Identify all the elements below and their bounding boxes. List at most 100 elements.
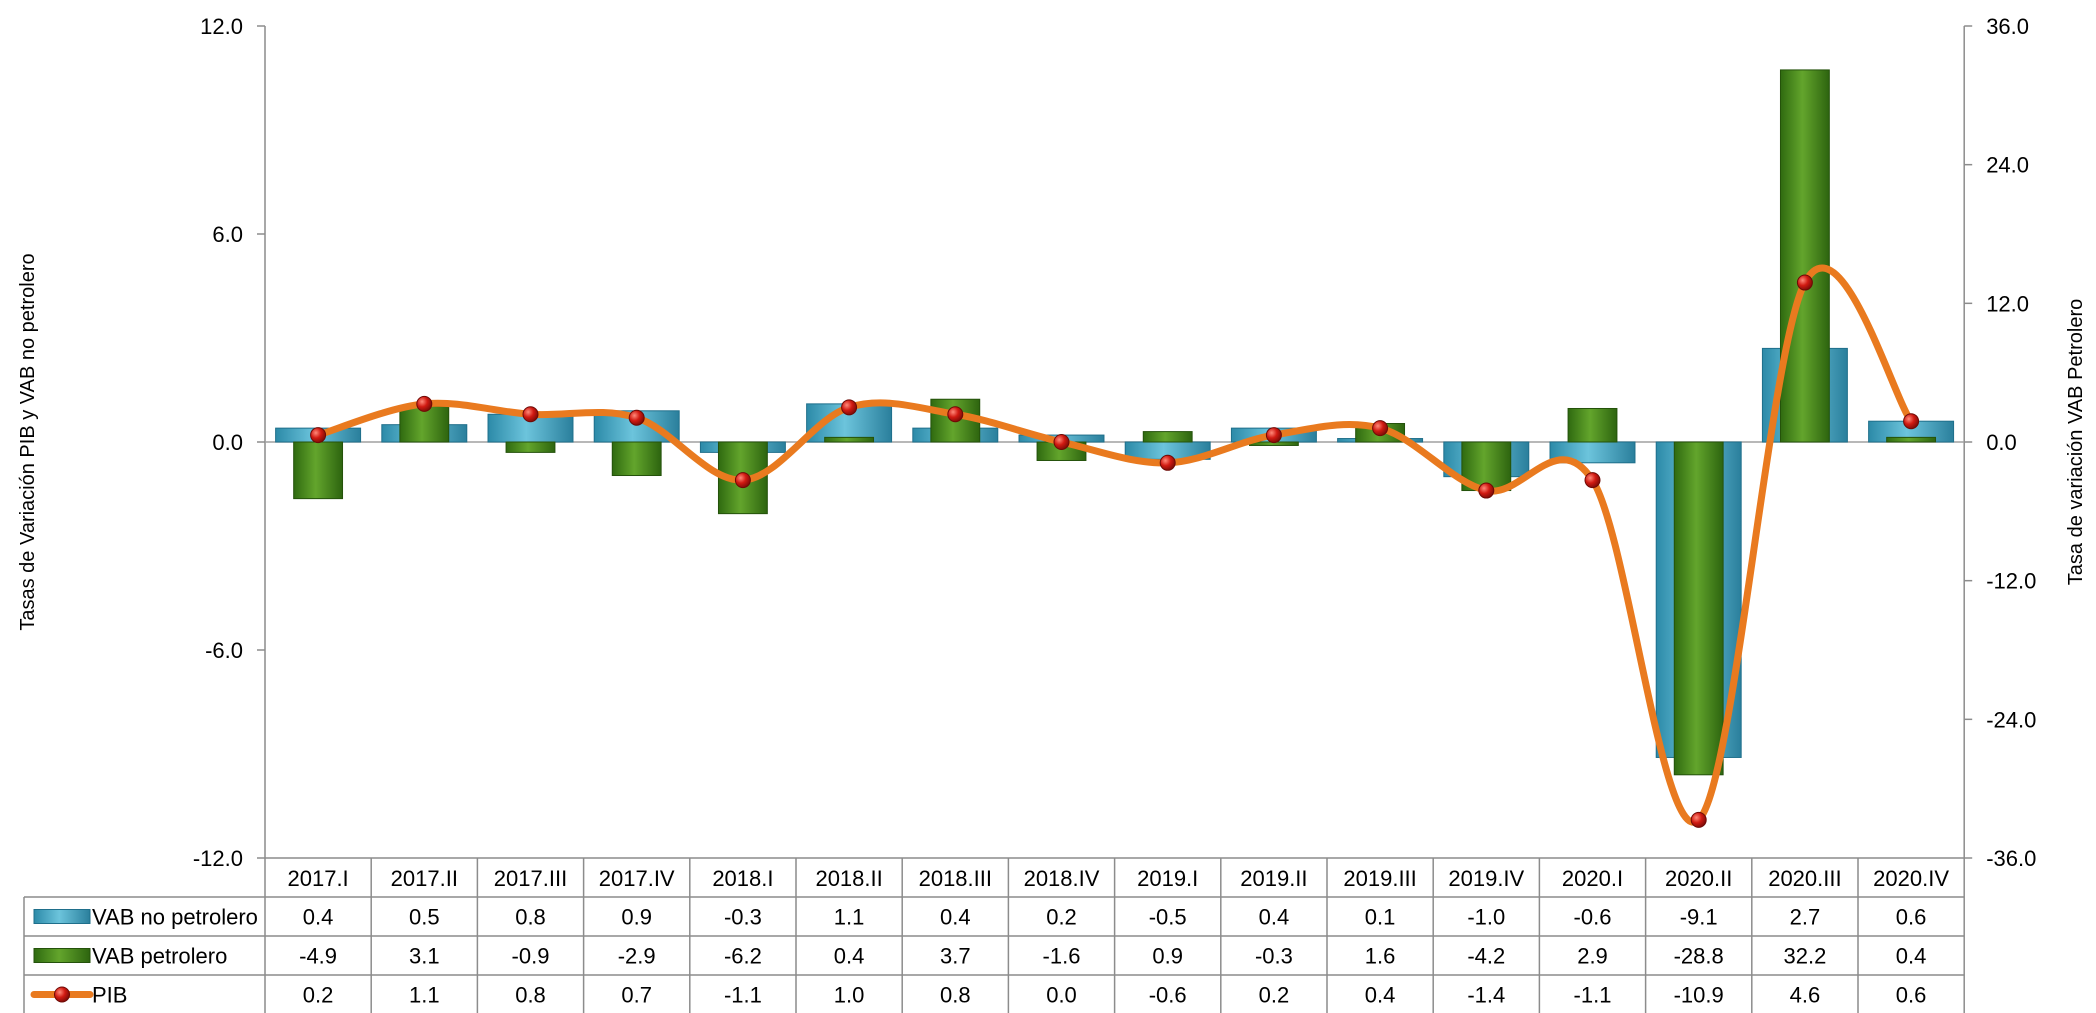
- pib-point: [1159, 454, 1176, 471]
- category-label: 2019.II: [1240, 866, 1307, 891]
- pib-point: [1584, 472, 1601, 489]
- category-label: 2020.IV: [1873, 866, 1949, 891]
- series-pib: [310, 264, 1920, 828]
- pib-point: [1372, 420, 1389, 437]
- pib-point: [522, 406, 539, 423]
- left-tick-label: 12.0: [200, 14, 243, 39]
- right-axis-ticks: 36.0 24.0 12.0 0.0 -12.0 -24.0 -36.0: [1964, 14, 2036, 871]
- data-label: -0.6: [1149, 983, 1187, 1008]
- data-label: 0.9: [1152, 944, 1183, 969]
- category-label: 2017.III: [494, 866, 567, 891]
- pib-point: [1796, 274, 1813, 291]
- legend-key-vab-no-petrolero: [33, 909, 91, 924]
- category-label: 2020.III: [1768, 866, 1841, 891]
- data-label: -10.9: [1674, 983, 1724, 1008]
- left-tick-label: 0.0: [212, 430, 243, 455]
- pib-point: [947, 406, 964, 423]
- right-axis-label: Tasa de variación VAB Petrolero: [2065, 299, 2087, 585]
- legend-key-vab-petrolero: [33, 948, 91, 963]
- pib-point: [1053, 434, 1070, 450]
- data-label: 0.2: [1046, 905, 1077, 930]
- bar-vab-petrolero: [1142, 431, 1193, 443]
- pib-point: [310, 427, 327, 444]
- pib-point: [416, 395, 433, 412]
- right-tick-label: -36.0: [1986, 846, 2036, 871]
- data-label: 0.4: [834, 944, 865, 969]
- pib-point: [1690, 811, 1707, 828]
- legend-label: PIB: [92, 983, 127, 1008]
- right-tick-label: 36.0: [1986, 14, 2029, 39]
- pib-point: [1265, 427, 1282, 444]
- data-label: 0.6: [1896, 905, 1927, 930]
- right-tick-label: 0.0: [1986, 430, 2017, 455]
- data-label: 0.4: [303, 905, 334, 930]
- data-label: 0.4: [1365, 983, 1396, 1008]
- right-tick-label: -24.0: [1986, 707, 2036, 732]
- data-label: -0.9: [512, 944, 550, 969]
- pib-point: [1478, 482, 1495, 499]
- category-label: 2018.II: [815, 866, 882, 891]
- bar-vab-petrolero: [611, 441, 662, 477]
- data-label: 0.6: [1896, 983, 1927, 1008]
- data-label: -1.6: [1043, 944, 1081, 969]
- data-label: -1.0: [1467, 905, 1505, 930]
- category-label: 2020.I: [1562, 866, 1623, 891]
- right-tick-label: 12.0: [1986, 291, 2029, 316]
- data-label: -0.3: [1255, 944, 1293, 969]
- data-label: -28.8: [1674, 944, 1724, 969]
- left-tick-label: -12.0: [193, 846, 243, 871]
- data-label: 0.4: [1259, 905, 1290, 930]
- data-label: 32.2: [1783, 944, 1826, 969]
- data-label: -0.6: [1574, 905, 1612, 930]
- data-label: -1.1: [1574, 983, 1612, 1008]
- right-tick-label: 24.0: [1986, 153, 2029, 178]
- left-tick-label: -6.0: [205, 638, 243, 663]
- data-label: 0.1: [1365, 905, 1396, 930]
- category-label: 2017.II: [391, 866, 458, 891]
- legend-label: VAB no petrolero: [92, 905, 258, 930]
- data-label: 1.0: [834, 983, 865, 1008]
- left-axis-title: Tasas de Variación PIB y VAB no petroler…: [17, 253, 39, 630]
- category-label: 2019.IV: [1448, 866, 1524, 891]
- data-label: 0.9: [621, 905, 652, 930]
- category-label: 2020.II: [1665, 866, 1732, 891]
- data-label: 0.2: [1259, 983, 1290, 1008]
- bar-vab-petrolero: [1673, 441, 1724, 776]
- category-label: 2017.I: [288, 866, 349, 891]
- left-tick-label: 6.0: [212, 222, 243, 247]
- pib-point: [1903, 413, 1920, 430]
- data-label: 0.2: [303, 983, 334, 1008]
- data-table: 2017.I 2017.II 2017.III 2017.IV 2018.I 2018.I…: [23, 857, 1965, 1013]
- data-label: -4.2: [1467, 944, 1505, 969]
- data-label: 0.7: [621, 983, 652, 1008]
- pib-point: [628, 409, 645, 426]
- category-label: 2018.IV: [1024, 866, 1100, 891]
- category-label: 2019.III: [1343, 866, 1416, 891]
- data-label: 2.9: [1577, 944, 1608, 969]
- category-label: 2017.IV: [599, 866, 675, 891]
- pib-point: [841, 399, 858, 416]
- data-label: 1.1: [834, 905, 865, 930]
- data-label: 3.7: [940, 944, 971, 969]
- bar-vab-petrolero: [399, 405, 450, 443]
- data-label: 0.4: [1896, 944, 1927, 969]
- left-axis-ticks: 12.0 6.0 0.0 -6.0 -12.0: [193, 14, 265, 871]
- legend-label: VAB petrolero: [92, 944, 227, 969]
- bar-vab-petrolero: [824, 436, 875, 443]
- bar-vab-petrolero: [1567, 407, 1618, 443]
- data-label: -0.5: [1149, 905, 1187, 930]
- data-label: 0.8: [940, 983, 971, 1008]
- data-label: 4.6: [1790, 983, 1821, 1008]
- data-label: -6.2: [724, 944, 762, 969]
- data-label: -1.1: [724, 983, 762, 1008]
- right-axis-title: Tasa de variación VAB Petrolero: [2065, 299, 2087, 585]
- left-axis-label: Tasas de Variación PIB y VAB no petroler…: [17, 253, 39, 630]
- pib-point: [734, 472, 751, 489]
- category-label: 2019.I: [1137, 866, 1198, 891]
- data-label: 3.1: [409, 944, 440, 969]
- data-label: 0.8: [515, 983, 546, 1008]
- data-label: 2.7: [1790, 905, 1821, 930]
- data-label: -0.3: [724, 905, 762, 930]
- legend-key-pib-marker: [54, 986, 70, 1003]
